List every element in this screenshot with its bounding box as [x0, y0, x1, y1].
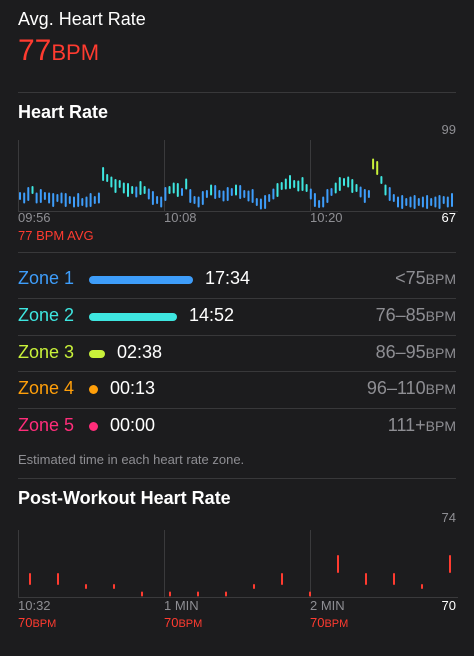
heart-rate-chart: [18, 140, 458, 212]
post-x-label-1: 10:32: [18, 598, 51, 613]
zone-time-bar: [89, 349, 105, 358]
hr-y-max-label: 99: [441, 122, 456, 137]
zone-range: 111+BPM: [388, 415, 456, 436]
post-value-1-number: 70: [18, 615, 33, 630]
post-value-3: 70BPM: [310, 614, 348, 632]
hr-y-min-label: 67: [441, 210, 456, 225]
avg-heart-rate-title: Avg. Heart Rate: [18, 9, 146, 29]
zone-row: Zone 4 00:13 96–110BPM: [18, 372, 456, 408]
zone-time: 14:52: [189, 304, 235, 325]
zone-range: <75BPM: [395, 268, 456, 289]
zone-range-unit: BPM: [425, 381, 456, 398]
avg-unit: BPM: [51, 40, 100, 65]
zone-label: Zone 1: [18, 268, 75, 288]
divider: [18, 297, 456, 299]
avg-value: 77: [18, 34, 52, 67]
post-value-2: 70BPM: [164, 614, 202, 632]
post-x-label-2: 1 MIN: [164, 598, 199, 613]
zone-range-unit: BPM: [425, 271, 456, 287]
post-value-1-unit: BPM: [32, 618, 57, 630]
post-value-1: 70BPM: [18, 614, 56, 632]
divider: [18, 252, 456, 253]
divider: [18, 478, 456, 479]
hr-avg-label: 77 BPM AVG: [18, 228, 94, 243]
zone-range-value: 76–85: [375, 304, 426, 325]
hr-x-label-1: 09:56: [18, 210, 51, 225]
divider: [18, 92, 456, 93]
zone-range: 86–95BPM: [376, 342, 456, 363]
divider: [18, 371, 456, 373]
post-workout-title: Post-Workout Heart Rate: [18, 488, 231, 508]
zone-time: 00:13: [110, 378, 156, 399]
zone-label: Zone 3: [18, 341, 75, 362]
zone-range-value: 111+: [387, 415, 426, 436]
post-x-label-3: 2 MIN: [310, 598, 345, 613]
zone-range-unit: BPM: [425, 344, 456, 361]
heart-rate-title: Heart Rate: [18, 102, 109, 122]
zone-row: Zone 2 14:52 76–85BPM: [18, 299, 456, 335]
divider: [18, 408, 456, 410]
zone-row: Zone 5 00:00 111+BPM: [18, 409, 456, 445]
zone-range-value: 96–110: [366, 378, 426, 399]
zone-time-bar: [89, 276, 193, 284]
zone-range: 96–110BPM: [367, 378, 456, 399]
zone-range-value: <75: [395, 268, 426, 288]
avg-heart-rate-value: 77BPM: [18, 34, 99, 68]
post-value-2-unit: BPM: [178, 618, 203, 630]
zone-range-unit: BPM: [425, 418, 456, 435]
zone-time: 00:00: [110, 415, 156, 436]
post-value-3-number: 70: [310, 615, 325, 630]
zone-range-unit: BPM: [425, 307, 456, 324]
zone-time: 02:38: [117, 341, 163, 362]
post-value-2-number: 70: [164, 615, 179, 630]
hr-x-label-3: 10:20: [310, 210, 343, 225]
hr-x-label-2: 10:08: [164, 210, 197, 225]
zone-row: Zone 1 17:34 <75BPM: [18, 262, 456, 298]
zone-label: Zone 5: [18, 415, 75, 436]
zone-label: Zone 2: [18, 304, 75, 325]
post-workout-chart: [18, 530, 458, 598]
zones-note: Estimated time in each heart rate zone.: [18, 452, 245, 467]
post-y-max-label: 74: [441, 510, 456, 525]
zone-time-bar: [89, 312, 177, 321]
divider: [18, 334, 456, 336]
zone-row: Zone 3 02:38 86–95BPM: [18, 336, 456, 372]
zone-time-dot: [89, 385, 98, 395]
post-value-3-unit: BPM: [324, 618, 349, 630]
zone-label: Zone 4: [18, 378, 75, 399]
zone-range: 76–85BPM: [376, 305, 456, 326]
zone-time-dot: [89, 422, 98, 432]
zone-range-value: 86–95: [375, 341, 426, 362]
zone-time: 17:34: [205, 268, 251, 288]
post-y-min-label: 70: [441, 598, 456, 613]
